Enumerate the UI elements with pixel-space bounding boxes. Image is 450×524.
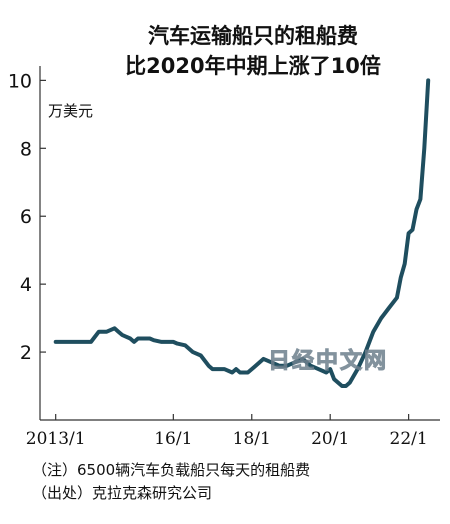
x-tick-label: 22/1 xyxy=(390,429,428,449)
chart-title-line1: 汽车运输船只的租船费 xyxy=(148,24,358,48)
y-tick-label: 6 xyxy=(20,206,32,228)
x-tick-label: 20/1 xyxy=(311,429,349,449)
y-tick-label: 8 xyxy=(20,138,32,160)
x-tick-label: 2013/1 xyxy=(26,429,86,449)
series-line xyxy=(53,78,431,388)
y-tick-label: 10 xyxy=(8,70,32,92)
x-tick-label: 16/1 xyxy=(154,429,192,449)
chart-title-line2: 比2020年中期上涨了10倍 xyxy=(125,54,381,78)
watermark: 日经中文网 xyxy=(267,349,389,375)
y-axis-unit-label: 万美元 xyxy=(48,102,94,120)
chart-source: （出处）克拉克森研究公司 xyxy=(32,484,213,502)
chart-note: （注）6500辆汽车负载船只每天的租船费 xyxy=(32,461,311,479)
x-tick-label: 18/1 xyxy=(233,429,271,449)
y-tick-label: 4 xyxy=(20,274,32,296)
y-tick-label: 2 xyxy=(20,342,32,364)
